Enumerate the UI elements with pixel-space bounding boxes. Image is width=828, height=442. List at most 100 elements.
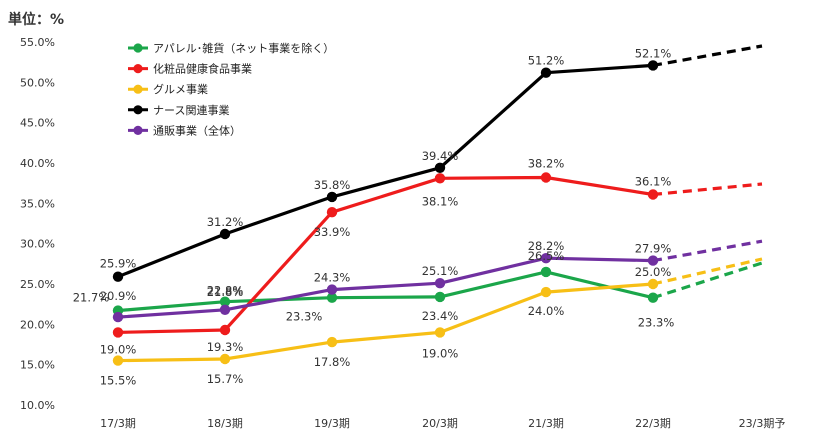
data-label: 33.9%: [314, 225, 351, 239]
data-label: 38.2%: [528, 157, 565, 171]
data-label: 19.0%: [422, 346, 459, 360]
data-point: [647, 60, 659, 71]
series-lines: [116, 44, 763, 363]
y-tick-label: 45.0%: [20, 117, 55, 130]
data-point: [647, 278, 659, 290]
data-label: 19.0%: [100, 342, 137, 356]
data-point: [112, 355, 124, 366]
data-point: [434, 291, 446, 303]
y-tick-label: 30.0%: [20, 238, 55, 251]
x-tick-label: 17/3期: [100, 417, 136, 430]
legend-entry: アパレル･雑貨（ネット事業を除く）: [153, 41, 334, 55]
unit-label: 単位：%: [8, 11, 64, 28]
data-label: 19.3%: [207, 340, 244, 354]
data-label: 26.5%: [528, 249, 565, 263]
data-point: [219, 228, 231, 240]
data-point: [326, 191, 338, 203]
data-label: 15.5%: [100, 374, 137, 388]
data-label: 23.4%: [422, 309, 459, 323]
data-point: [219, 324, 231, 336]
data-point: [112, 271, 124, 282]
y-tick-label: 15.0%: [20, 359, 55, 372]
data-point: [647, 255, 659, 266]
series-line: [116, 270, 655, 313]
data-point: [540, 253, 552, 264]
x-tick-label: 19/3期: [314, 417, 350, 430]
legend-swatch-marker: [133, 64, 143, 74]
data-label: 36.1%: [635, 174, 672, 188]
data-point: [434, 278, 446, 289]
forecast-line: [652, 44, 763, 67]
y-tick-label: 40.0%: [20, 157, 55, 170]
series-line: [116, 63, 655, 279]
series-points: [112, 60, 659, 366]
data-label: 24.0%: [528, 304, 565, 318]
y-tick-label: 50.0%: [20, 76, 55, 89]
legend-swatch-marker: [133, 84, 143, 94]
data-point: [326, 284, 338, 295]
series-line: [116, 175, 655, 334]
legend-swatch-marker: [133, 43, 143, 53]
x-tick-label: 22/3期: [635, 417, 671, 430]
data-label: 25.9%: [100, 257, 137, 271]
series-line: [116, 282, 655, 363]
data-label: 51.2%: [528, 54, 565, 68]
data-label: 52.1%: [635, 46, 672, 60]
data-point: [326, 336, 338, 348]
forecast-line: [652, 261, 763, 300]
data-label: 21.8%: [207, 285, 244, 299]
data-point: [434, 173, 446, 184]
data-label: 35.8%: [314, 178, 351, 192]
data-labels: 21.7% 22.8% 23.3% 23.4% 26.5% 23.3% 19.0% 19.3%…: [73, 46, 675, 387]
data-label: 23.3%: [638, 316, 675, 330]
legend-swatch-marker: [133, 105, 143, 115]
y-tick-label: 55.0%: [20, 36, 55, 49]
legend-entry: 化粧品健康食品事業: [153, 62, 252, 76]
y-tick-label: 10.0%: [20, 399, 55, 412]
data-point: [219, 304, 231, 315]
data-label: 24.3%: [314, 271, 351, 285]
data-point: [326, 292, 338, 303]
data-label: 25.0%: [635, 265, 672, 279]
legend: アパレル･雑貨（ネット事業を除く） 化粧品健康食品事業グルメ事業ナース関連事業通販…: [128, 41, 334, 137]
data-label: 22.8%: [207, 284, 244, 298]
data-point: [112, 327, 124, 338]
data-point: [434, 162, 446, 173]
data-label: 17.8%: [314, 355, 351, 369]
data-point: [540, 266, 552, 278]
data-label: 25.1%: [422, 264, 459, 278]
y-tick-label: 20.0%: [20, 318, 55, 331]
x-axis: 17/3期 18/3期 19/3期 20/3期 21/3期 22/3期 23/3期予: [100, 417, 785, 430]
data-point: [540, 172, 552, 183]
data-label: 27.9%: [635, 242, 672, 256]
y-tick-label: 25.0%: [20, 278, 55, 291]
data-point: [112, 311, 124, 323]
data-label: 20.9%: [100, 289, 137, 303]
legend-swatch-marker: [133, 125, 143, 135]
data-point: [219, 353, 231, 365]
data-point: [219, 296, 231, 307]
data-point: [647, 189, 659, 200]
x-tick-label: 20/3期: [422, 417, 458, 430]
data-label: 21.7%: [73, 291, 110, 305]
legend-entry: ナース関連事業: [153, 103, 229, 117]
data-point: [434, 327, 446, 338]
legend-entry: 通販事業（全体）: [153, 123, 241, 137]
y-axis: 10.0% 15.0% 20.0% 25.0% 30.0% 35.0% 40.0% 45.0%…: [20, 36, 55, 412]
data-label: 28.2%: [528, 239, 565, 253]
legend-entry: グルメ事業: [153, 82, 208, 96]
data-label: 15.7%: [207, 372, 244, 386]
y-tick-label: 35.0%: [20, 197, 55, 210]
x-tick-label: 23/3期予: [739, 417, 786, 430]
x-tick-label: 18/3期: [207, 417, 243, 430]
data-label: 31.2%: [207, 215, 244, 229]
data-point: [540, 67, 552, 78]
data-label: 39.4%: [422, 149, 459, 163]
data-point: [540, 286, 552, 298]
data-point: [326, 207, 338, 218]
data-label: 23.3%: [286, 310, 323, 324]
x-tick-label: 21/3期: [528, 417, 564, 430]
data-label: 38.1%: [422, 194, 459, 208]
forecast-line: [652, 257, 763, 286]
